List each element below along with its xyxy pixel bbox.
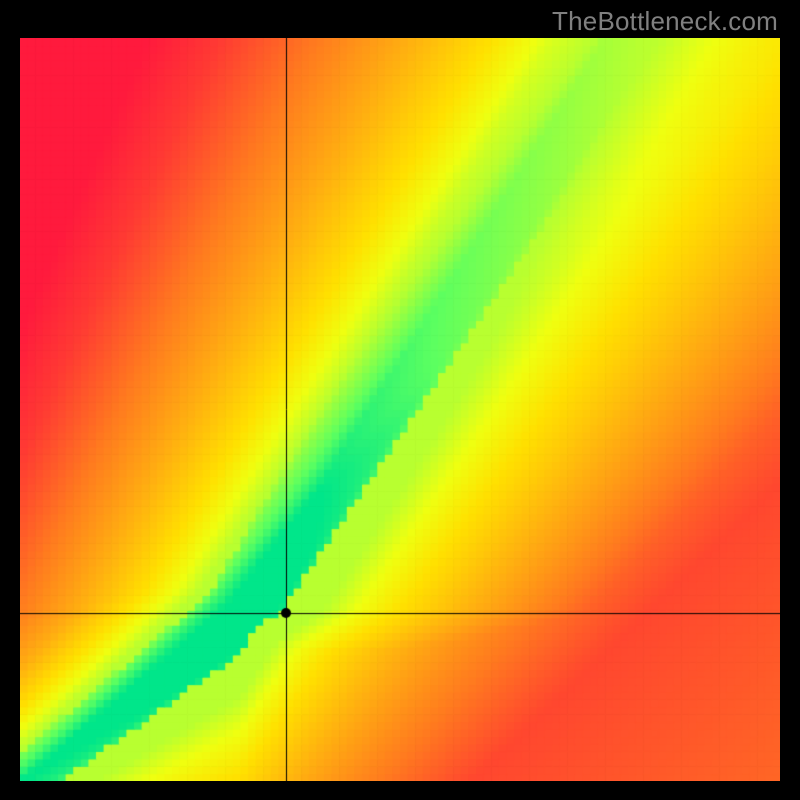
watermark-text: TheBottleneck.com — [552, 6, 778, 37]
chart-container: TheBottleneck.com — [0, 0, 800, 800]
heatmap-canvas — [20, 38, 780, 781]
